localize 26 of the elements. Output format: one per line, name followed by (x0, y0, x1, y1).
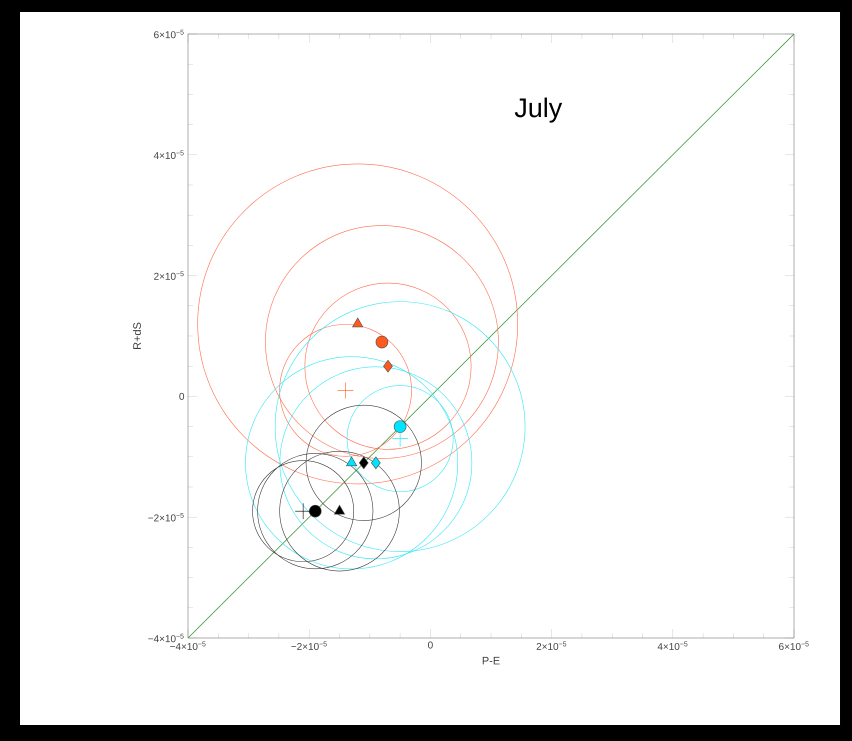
x-tick-label: 4×10$^{−5}$ (658, 642, 688, 650)
point (383, 360, 393, 372)
y-axis-title: R+dS (132, 322, 141, 349)
point (394, 420, 406, 433)
y-tick-label: −4×10$^{−5}$ (148, 634, 184, 642)
x-tick-label: 6×10$^{−5}$ (779, 642, 809, 650)
y-tick-label: 0 (179, 392, 184, 400)
text: July (514, 98, 562, 123)
point (308, 504, 322, 518)
y-tick-label: 2×10$^{−5}$ (154, 271, 184, 280)
point (392, 430, 408, 447)
point (358, 456, 369, 470)
y-tick-label: −2×10$^{−5}$ (148, 512, 184, 522)
x-tick-label: −4×10$^{−5}$ (170, 642, 206, 650)
point (352, 318, 364, 328)
point (294, 502, 312, 520)
x-tick-label: 2×10$^{−5}$ (536, 642, 566, 650)
point (337, 382, 354, 399)
point (376, 336, 388, 348)
y-tick-label: 4×10$^{−5}$ (154, 150, 184, 160)
x-tick-label: 0 (428, 642, 433, 649)
point (371, 456, 381, 470)
x-axis-title: P-E (482, 656, 500, 664)
x-tick-label: −2×10$^{−5}$ (291, 642, 327, 650)
point (346, 456, 358, 466)
y-tick-label: 6×10$^{−5}$ (154, 30, 184, 38)
